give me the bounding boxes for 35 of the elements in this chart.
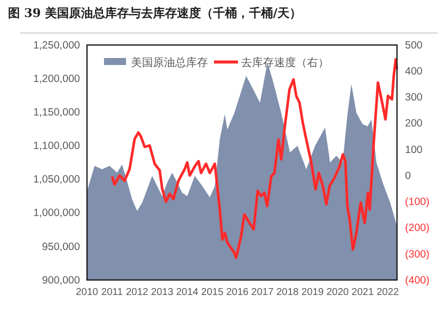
y-tick-label: 1,000,000 xyxy=(33,207,80,220)
y2-tick-label: 100 xyxy=(405,144,423,156)
y2-tick-label: (100) xyxy=(405,196,430,208)
y-tick-label: 1,150,000 xyxy=(33,106,80,119)
line-series xyxy=(110,58,398,260)
y-tick-label: 1,100,000 xyxy=(33,140,80,152)
x-tick-label: 2014 xyxy=(176,287,199,298)
x-tick-label: 2022 xyxy=(376,287,400,298)
x-tick-label: 2016 xyxy=(226,287,249,298)
x-tick-label: 2015 xyxy=(201,287,224,298)
y-tick-label: 1,250,000 xyxy=(33,39,80,52)
x-tick-label: 2019 xyxy=(301,287,324,298)
x-tick-label: 2017 xyxy=(251,287,274,298)
x-tick-label: 2013 xyxy=(151,287,174,298)
y-tick-label: 1,200,000 xyxy=(33,72,80,85)
x-tick-label: 2020 xyxy=(326,287,350,298)
y2-tick-label: (300) xyxy=(405,248,430,260)
y2-tick-label: 0 xyxy=(405,170,411,182)
legend-label: 去库存速度（右） xyxy=(241,56,329,69)
chart-title: 图 39 美国原油总库存与去库存速度（千桶，千桶/天） xyxy=(8,6,302,20)
x-tick-label: 2010 xyxy=(76,287,99,298)
y2-tick-label: (200) xyxy=(405,222,430,234)
y-tick-label: 900,000 xyxy=(42,274,80,286)
y2-tick-label: 200 xyxy=(405,118,423,130)
x-tick-label: 2012 xyxy=(126,287,149,298)
y-tick-label: 950,000 xyxy=(42,240,80,253)
x-tick-label: 2021 xyxy=(352,287,374,298)
legend-label: 美国原油总库存 xyxy=(131,56,208,69)
x-tick-label: 2011 xyxy=(101,287,124,298)
y2-tick-label: 400 xyxy=(405,65,423,78)
y-tick-label: 1,050,000 xyxy=(33,174,80,186)
y2-tick-label: (400) xyxy=(405,274,430,286)
y2-tick-label: 500 xyxy=(405,39,423,52)
x-tick-label: 2018 xyxy=(276,287,300,298)
y2-tick-label: 300 xyxy=(405,92,423,104)
